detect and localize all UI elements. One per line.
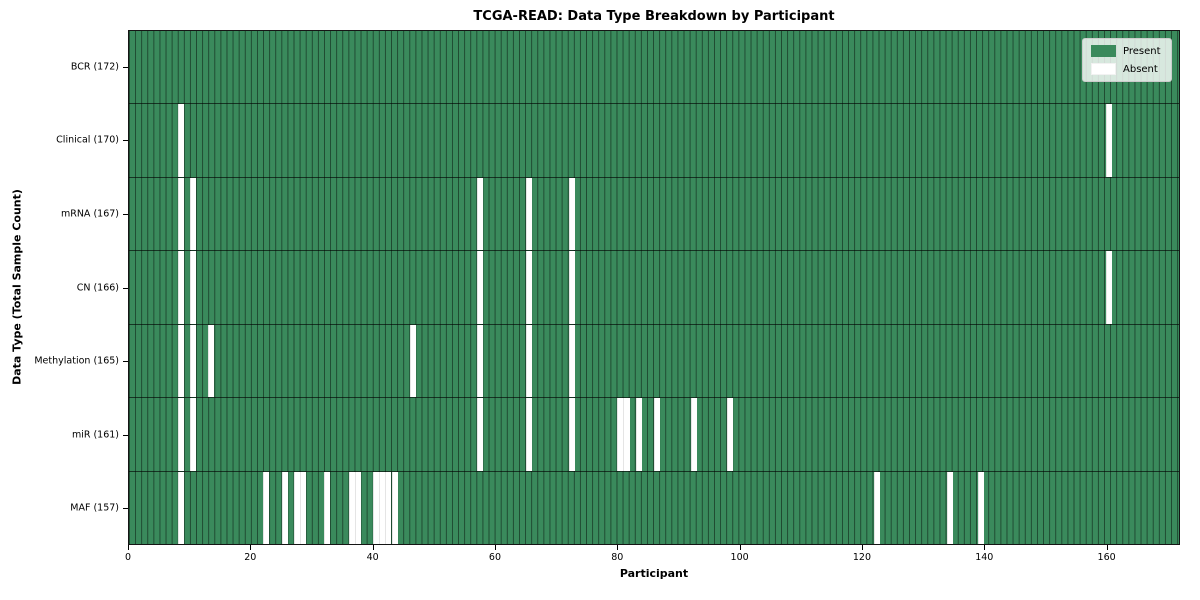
- x-tick-label: 160: [1097, 552, 1116, 563]
- legend-item-absent: Absent: [1091, 63, 1163, 75]
- legend-absent-label: Absent: [1123, 63, 1158, 75]
- x-tick-label: 40: [366, 552, 379, 563]
- absent-cell: [208, 324, 215, 398]
- x-tick-label: 0: [124, 552, 132, 563]
- absent-cell: [568, 177, 575, 251]
- y-tick-mark: [123, 66, 128, 68]
- y-tick-mark: [123, 361, 128, 363]
- absent-cell: [476, 324, 484, 398]
- x-tick-label: 20: [244, 552, 257, 563]
- absent-cell: [177, 471, 184, 544]
- absent-cell: [623, 398, 630, 471]
- absent-swatch-icon: [1091, 63, 1116, 75]
- legend-present-label: Present: [1123, 45, 1161, 57]
- heatmap-row-bcr: [129, 31, 1179, 105]
- absent-cell: [177, 251, 184, 324]
- x-axis: 0 20 40 60 80 100 120 140 160: [124, 545, 1180, 567]
- x-tick-mark: [128, 545, 129, 550]
- legend-item-present: Present: [1091, 45, 1163, 57]
- absent-cell: [635, 398, 642, 471]
- absent-cell: [391, 471, 398, 544]
- heatmap-row-cn: [129, 251, 1179, 325]
- absent-cell: [385, 471, 392, 544]
- absent-cell: [409, 324, 416, 398]
- absent-cell: [348, 471, 355, 544]
- absent-cell: [177, 177, 184, 251]
- absent-cell: [873, 471, 880, 544]
- absent-cell: [476, 398, 484, 471]
- y-tick-mark: [123, 140, 128, 142]
- x-tick-label: 140: [975, 552, 994, 563]
- heatmap-row-mrna: [129, 177, 1179, 252]
- y-tick-label: MAF (157): [70, 502, 119, 514]
- y-tick-label: Methylation (165): [34, 355, 119, 367]
- y-tick-label: Clinical (170): [56, 134, 119, 146]
- absent-cell: [525, 398, 532, 471]
- legend: Present Absent: [1082, 38, 1172, 82]
- absent-cell: [190, 398, 197, 471]
- y-tick-mark: [123, 508, 128, 510]
- absent-cell: [190, 251, 197, 324]
- present-swatch-icon: [1091, 45, 1116, 57]
- absent-cell: [379, 471, 386, 544]
- absent-cell: [476, 177, 484, 251]
- absent-cell: [177, 398, 184, 471]
- y-tick-mark: [123, 434, 128, 436]
- y-axis: BCR (172) Clinical (170) mRNA (167) CN (166…: [0, 30, 128, 545]
- absent-cell: [690, 398, 697, 471]
- absent-cell: [654, 398, 661, 471]
- absent-cell: [281, 471, 288, 544]
- x-tick-mark: [372, 545, 374, 550]
- x-tick-mark: [494, 545, 496, 550]
- absent-cell: [263, 471, 270, 544]
- absent-cell: [324, 471, 331, 544]
- heatmap-row-methylation: [129, 324, 1179, 399]
- absent-cell: [177, 104, 184, 177]
- heatmap-row-maf: [129, 471, 1179, 544]
- absent-cell: [1105, 104, 1112, 177]
- absent-cell: [293, 471, 300, 544]
- absent-cell: [977, 471, 984, 544]
- x-tick-label: 60: [488, 552, 502, 563]
- chart-title: TCGA-READ: Data Type Breakdown by Partic…: [473, 9, 835, 24]
- y-tick-label: CN (166): [76, 282, 119, 293]
- absent-cell: [354, 471, 361, 544]
- absent-cell: [525, 177, 532, 251]
- heatmap-row-mir: [129, 398, 1179, 472]
- absent-cell: [190, 177, 197, 251]
- absent-cell: [727, 398, 734, 471]
- absent-cell: [568, 251, 575, 324]
- absent-cell: [373, 471, 380, 544]
- y-tick-label: mRNA (167): [60, 208, 119, 220]
- x-tick-label: 80: [611, 552, 624, 563]
- absent-cell: [525, 324, 532, 398]
- x-tick-label: 100: [730, 552, 749, 563]
- y-tick-mark: [123, 213, 128, 215]
- x-axis-label: Participant: [619, 567, 689, 580]
- x-tick-mark: [739, 545, 741, 550]
- absent-cell: [190, 324, 197, 398]
- absent-cell: [568, 324, 575, 398]
- absent-cell: [617, 398, 624, 471]
- absent-cell: [1105, 251, 1112, 324]
- x-tick-mark: [861, 545, 863, 550]
- absent-cell: [299, 471, 307, 544]
- x-tick-mark: [617, 545, 619, 550]
- x-tick-mark: [1106, 545, 1108, 550]
- absent-cell: [476, 251, 484, 324]
- x-tick-mark: [250, 545, 252, 550]
- heatmap-plot: [128, 30, 1180, 545]
- x-tick-mark: [984, 545, 986, 550]
- x-tick-label: 120: [852, 552, 872, 563]
- heatmap-row-clinical: [129, 104, 1179, 178]
- absent-cell: [525, 251, 532, 324]
- y-tick-mark: [123, 287, 128, 289]
- y-tick-label: miR (161): [71, 429, 119, 441]
- y-tick-label: BCR (172): [70, 61, 119, 73]
- absent-cell: [177, 324, 184, 398]
- absent-cell: [947, 471, 954, 544]
- absent-cell: [568, 398, 575, 471]
